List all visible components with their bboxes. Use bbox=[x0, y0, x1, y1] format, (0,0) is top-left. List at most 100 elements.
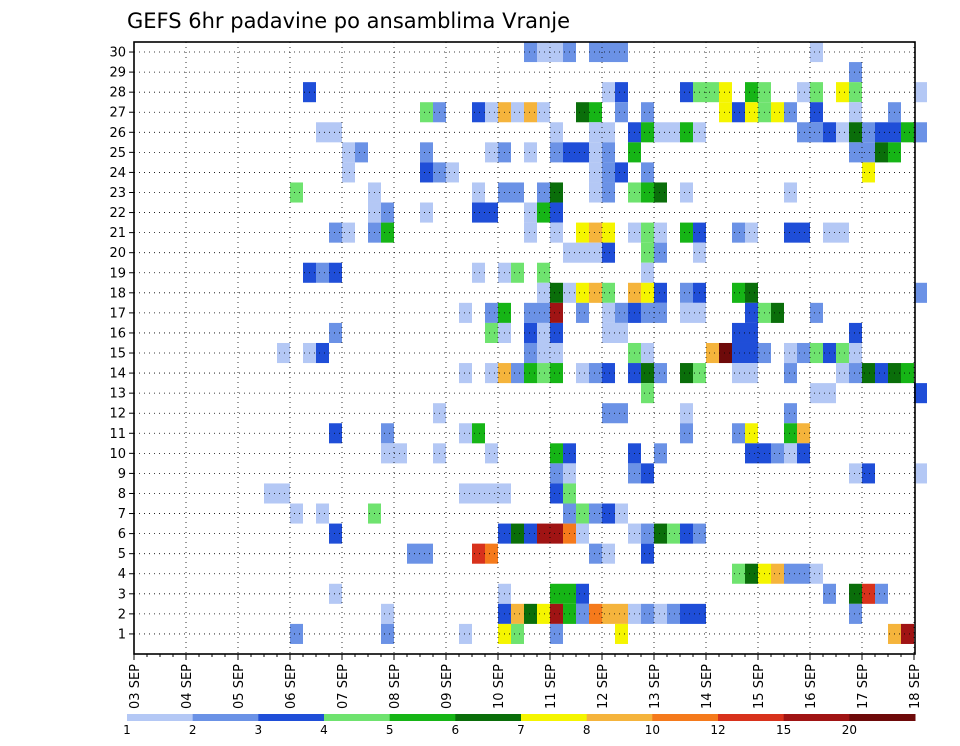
y-axis: 1234567891011121314151617181920212223242… bbox=[109, 46, 134, 642]
heatmap-cell bbox=[784, 182, 797, 203]
heatmap-cell bbox=[797, 342, 810, 364]
heatmap-cell bbox=[485, 443, 498, 464]
heatmap-cell bbox=[277, 342, 290, 364]
heatmap-cell bbox=[381, 443, 394, 464]
y-tick-label: 2 bbox=[118, 607, 126, 622]
heatmap-cell bbox=[680, 82, 693, 103]
heatmap-cell bbox=[537, 262, 550, 283]
heatmap-cell bbox=[589, 363, 602, 384]
heatmap-cell bbox=[316, 342, 329, 364]
heatmap-cell bbox=[914, 463, 927, 484]
heatmap-cell bbox=[264, 483, 277, 504]
heatmap-cell bbox=[641, 543, 654, 564]
heatmap-cell bbox=[511, 523, 524, 544]
x-tick-label: 17 SEP bbox=[856, 664, 871, 709]
colorbar-label: 5 bbox=[386, 723, 394, 737]
heatmap-cell bbox=[680, 182, 693, 203]
y-tick-label: 16 bbox=[109, 326, 126, 341]
heatmap-cell bbox=[537, 523, 550, 544]
heatmap-cell bbox=[394, 443, 407, 464]
heatmap-cell bbox=[654, 242, 667, 263]
heatmap-cell bbox=[745, 363, 758, 384]
heatmap-cell bbox=[914, 383, 927, 404]
heatmap-cell bbox=[914, 122, 927, 143]
y-tick-label: 13 bbox=[109, 387, 126, 402]
heatmap-cell bbox=[719, 82, 732, 103]
heatmap-cell bbox=[719, 342, 732, 364]
heatmap-cell bbox=[771, 443, 784, 464]
heatmap-cell bbox=[381, 423, 394, 444]
heatmap-cell bbox=[576, 523, 589, 544]
heatmap-cell bbox=[745, 423, 758, 444]
heatmap-cell bbox=[654, 302, 667, 323]
heatmap-cell bbox=[680, 423, 693, 444]
heatmap-cell bbox=[550, 42, 563, 63]
heatmap-cell bbox=[706, 342, 719, 364]
y-tick-label: 8 bbox=[118, 487, 126, 502]
x-tick-label: 12 SEP bbox=[596, 664, 611, 709]
heatmap-cell bbox=[654, 603, 667, 624]
heatmap-cell bbox=[641, 363, 654, 384]
heatmap-cell bbox=[485, 302, 498, 323]
heatmap-cell bbox=[875, 363, 888, 384]
heatmap-cell bbox=[589, 242, 602, 263]
x-tick-label: 07 SEP bbox=[336, 664, 351, 709]
heatmap-cell bbox=[914, 82, 927, 103]
y-tick-label: 15 bbox=[109, 347, 126, 362]
heatmap-cell bbox=[732, 222, 745, 243]
heatmap-cell bbox=[550, 583, 563, 604]
heatmap-cell bbox=[771, 302, 784, 323]
heatmap-cell bbox=[615, 82, 628, 103]
colorbar-label: 1 bbox=[123, 723, 131, 737]
y-tick-label: 19 bbox=[109, 266, 126, 281]
heatmap-cell bbox=[849, 142, 862, 163]
heatmap-cell bbox=[316, 122, 329, 143]
heatmap-cell bbox=[381, 202, 394, 223]
heatmap-cell bbox=[537, 603, 550, 624]
heatmap-cell bbox=[745, 443, 758, 464]
heatmap-cell bbox=[862, 463, 875, 484]
heatmap-cell bbox=[732, 423, 745, 444]
heatmap-cell bbox=[472, 543, 485, 564]
colorbar-swatch bbox=[849, 714, 916, 721]
heatmap-cell bbox=[797, 563, 810, 584]
heatmap-cell bbox=[602, 42, 615, 63]
heatmap-cell bbox=[745, 342, 758, 364]
y-tick-label: 6 bbox=[118, 527, 126, 542]
heatmap-cell bbox=[550, 443, 563, 464]
heatmap-cell bbox=[589, 142, 602, 163]
chart-title: GEFS 6hr padavine po ansamblima Vranje bbox=[127, 9, 570, 33]
heatmap-cell bbox=[849, 322, 862, 343]
heatmap-cell bbox=[342, 162, 355, 183]
y-tick-label: 14 bbox=[109, 367, 126, 382]
heatmap-cell bbox=[485, 483, 498, 504]
colorbar-label: 10 bbox=[645, 723, 660, 737]
y-tick-label: 12 bbox=[109, 407, 126, 422]
heatmap-cell bbox=[485, 543, 498, 564]
heatmap-cell bbox=[472, 423, 485, 444]
heatmap-cell bbox=[654, 443, 667, 464]
y-tick-label: 10 bbox=[109, 447, 126, 462]
y-tick-label: 21 bbox=[109, 226, 126, 241]
heatmap-cell bbox=[641, 162, 654, 183]
heatmap-cell bbox=[784, 423, 797, 444]
heatmap-cell bbox=[771, 563, 784, 584]
heatmap-cell bbox=[745, 282, 758, 303]
heatmap-cell bbox=[485, 363, 498, 384]
colorbar-swatch bbox=[192, 714, 259, 721]
heatmap-cell bbox=[329, 423, 342, 444]
heatmap-cell bbox=[329, 583, 342, 604]
colorbar: 1 2 3 4 5 6 7 8 10 12 15 20 bbox=[123, 714, 916, 737]
heatmap-cell bbox=[745, 322, 758, 343]
y-tick-label: 27 bbox=[109, 106, 126, 121]
heatmap-cell bbox=[329, 222, 342, 243]
heatmap-cell bbox=[550, 523, 563, 544]
heatmap-cell bbox=[862, 162, 875, 183]
heatmap-cell bbox=[654, 282, 667, 303]
heatmap-cell bbox=[836, 82, 849, 103]
colorbar-label: 7 bbox=[517, 723, 525, 737]
heatmap-cell bbox=[459, 623, 472, 644]
heatmap-cell bbox=[550, 603, 563, 624]
heatmap-cell bbox=[524, 102, 537, 123]
heatmap-cell bbox=[784, 403, 797, 424]
